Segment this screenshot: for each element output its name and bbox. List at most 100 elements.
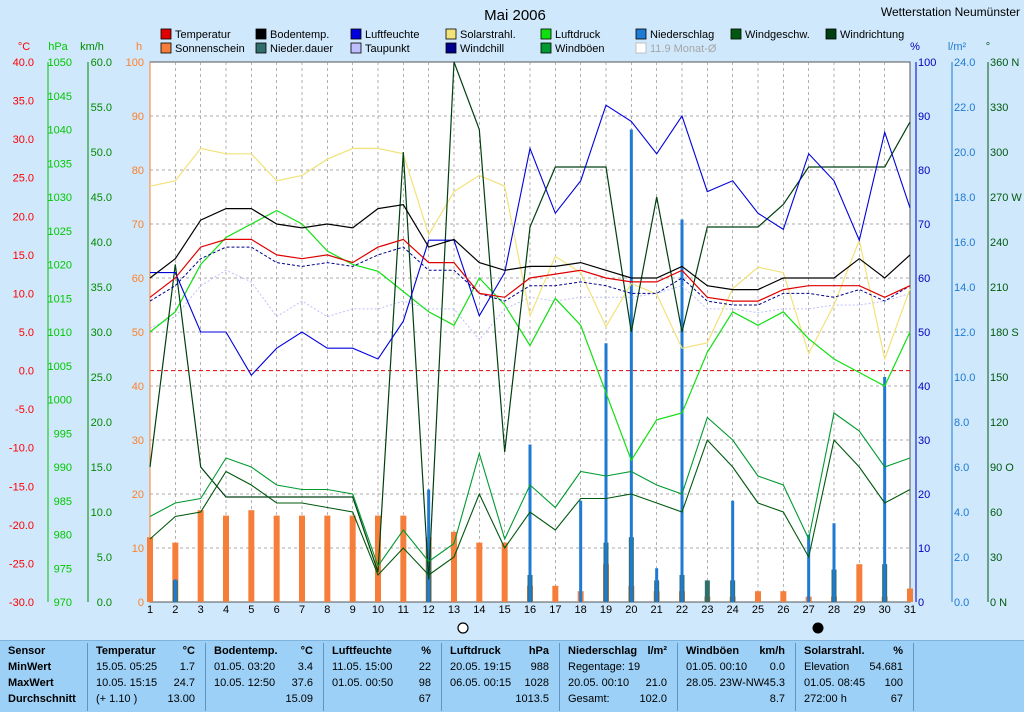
axis-tick-label: 30: [918, 435, 930, 447]
stats-line-value: 1013.5: [515, 693, 549, 705]
x-tick-label: 8: [324, 604, 330, 616]
sunshine-bar: [501, 542, 508, 602]
stats-sensor-label: Sensor: [8, 645, 46, 657]
axis-tick-label: 10: [132, 543, 144, 555]
bars: [147, 129, 913, 602]
series-line-luftfeuchte: [150, 104, 911, 377]
axis-tick-label: 80: [918, 165, 930, 177]
legend-label: Windchill: [460, 43, 504, 55]
legend-swatch: [445, 28, 457, 40]
axis-unit-label: l/m²: [948, 41, 967, 53]
series-line-windben: [149, 412, 911, 568]
stats-block-unit: %: [421, 645, 431, 657]
axis-tick-label: 975: [54, 563, 72, 575]
x-tick-label: 24: [727, 604, 739, 616]
stats-block-line: (+ 1.10 ) 13.00: [92, 691, 201, 707]
legend-swatch: [730, 28, 742, 40]
axis-tick-label: 18.0: [954, 192, 975, 204]
stats-block: Luftdruck hPa 20.05. 19:15 988 06.05. 00:15 1…: [442, 643, 560, 711]
x-tick-label: 27: [803, 604, 815, 616]
stats-line-value: 102.0: [639, 693, 667, 705]
stats-line-value: 3.4: [297, 661, 313, 673]
axis-tick-label: 0.0: [19, 366, 34, 378]
x-tick-label: 10: [372, 604, 384, 616]
stats-block-line: 01.05. 08:45 100: [800, 675, 909, 691]
axis-tick-label: 25.0: [91, 372, 112, 384]
new-moon-icon: [812, 622, 824, 634]
x-tick-label: 1: [147, 604, 153, 616]
x-tick-label: 21: [651, 604, 663, 616]
x-tick-label: 17: [549, 604, 561, 616]
stats-line-label: Elevation: [804, 661, 850, 673]
stats-block-header: Temperatur °C: [92, 643, 201, 659]
axis-tick-label: 35.0: [91, 282, 112, 294]
precip-bar: [604, 343, 608, 602]
stats-block-line: 15.09: [210, 691, 319, 707]
x-tick-label: 5: [248, 604, 254, 616]
stats-block-line: 06.05. 00:15 1028: [446, 675, 555, 691]
x-tick-label: 4: [223, 604, 229, 616]
stats-row-name: MaxWert: [8, 677, 54, 689]
axes: 40.035.030.025.020.015.010.05.00.0-5.0-1…: [9, 41, 1022, 616]
legend-swatch: [445, 42, 457, 54]
sunshine-bar: [907, 588, 913, 602]
axis-tick-label: 16.0: [954, 237, 975, 249]
legend-swatch: [635, 42, 647, 54]
stats-line-value: 21.0: [645, 677, 667, 689]
axis-tick-label: 55.0: [91, 102, 112, 114]
stats-line-label: 01.05. 00:10: [686, 661, 748, 673]
stats-block-line: 20.05. 00:10 21.0: [564, 675, 673, 691]
axis-tick-label: 100: [918, 57, 936, 69]
axis-tick-label: 1030: [48, 192, 72, 204]
axis-tick-label: -25.0: [9, 558, 34, 570]
axis-unit-label: hPa: [48, 41, 68, 53]
axis-tick-label: 60: [990, 507, 1002, 519]
axis-tick-label: 20: [918, 489, 930, 501]
axis-tick-label: 330: [990, 102, 1008, 114]
axis-tick-label: 2.0: [954, 552, 969, 564]
axis-tick-label: 20: [132, 489, 144, 501]
x-tick-label: 30: [879, 604, 891, 616]
stats-block-line: Regentage: 19: [564, 659, 673, 675]
stats-header-row: Sensor: [4, 643, 83, 659]
precip-bar: [807, 534, 811, 602]
axis-tick-label: -30.0: [9, 597, 34, 609]
axis-tick-label: 5.0: [19, 327, 34, 339]
full-moon-icon: [457, 622, 469, 634]
stats-line-label: 01.05. 03:20: [214, 661, 276, 673]
stats-block-header: Luftfeuchte%: [328, 643, 437, 659]
axis-tick-label: 50: [132, 327, 144, 339]
stats-row-labels: Sensor MinWert MaxWert Durchschnitt: [0, 643, 88, 711]
precip-bar: [579, 500, 583, 602]
axis-tick-label: 40: [918, 381, 930, 393]
sunshine-bar: [172, 542, 179, 602]
axis-tick-label: 12.0: [954, 327, 975, 339]
stats-block-unit: °C: [182, 645, 195, 657]
stats-row-label: Durchschnitt: [4, 691, 83, 707]
sunshine-bar: [400, 515, 407, 602]
precip-bar: [629, 129, 633, 602]
axis-tick-label: 70: [132, 219, 144, 231]
axis-tick-label: 1025: [48, 226, 72, 238]
stats-line-value: 13.00: [167, 693, 195, 705]
legend-swatch: [540, 28, 552, 40]
axis-tick-label: 0.0: [97, 597, 112, 609]
axis-tick-label: 1020: [48, 260, 72, 272]
axis-tick-label: 25.0: [13, 173, 34, 185]
sunshine-bar: [552, 585, 559, 602]
sunshine-bar: [223, 515, 229, 602]
sunshine-bar: [324, 515, 331, 602]
stats-line-label: 06.05. 00:15: [450, 677, 512, 689]
axis-tick-label: 5.0: [97, 552, 112, 564]
axis-tick-label: 150: [990, 372, 1008, 384]
stats-block-line: 01.05. 00:50 98: [328, 675, 437, 691]
x-tick-label: 11: [398, 604, 409, 616]
axis-unit-label: °: [986, 41, 990, 53]
stats-block-line: 01.05. 03:20 3.4: [210, 659, 319, 675]
legend-label: Windrichtung: [840, 29, 904, 41]
stats-line-value: 22: [418, 661, 431, 673]
legend-swatch: [350, 28, 362, 40]
stats-line-label: 01.05. 08:45: [804, 677, 866, 689]
stats-line-value: 15.09: [285, 693, 313, 705]
legend-swatch: [160, 42, 172, 54]
